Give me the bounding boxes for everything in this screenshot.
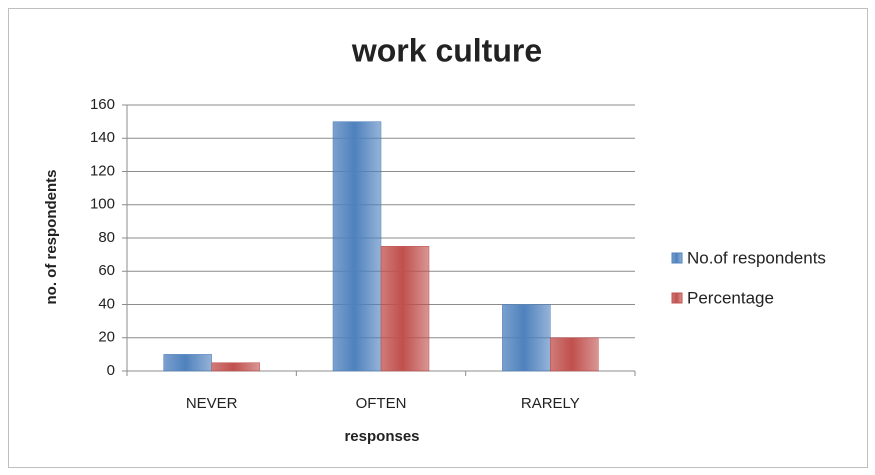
y-tick-label: 120 (90, 162, 115, 179)
chart-title: work culture (351, 32, 542, 68)
y-tick-label: 20 (98, 329, 115, 346)
y-tick-label: 100 (90, 196, 115, 213)
y-tick-label: 60 (98, 262, 115, 279)
legend-swatch (671, 252, 683, 264)
bar (502, 304, 551, 372)
x-tick-label: RARELY (521, 395, 580, 412)
x-axis-label: responses (344, 428, 419, 445)
legend-label: No.of respondents (687, 248, 826, 267)
y-tick-label: 80 (98, 229, 115, 246)
y-tick-label: 160 (90, 96, 115, 113)
legend-swatch (671, 292, 683, 304)
bar (380, 246, 430, 372)
bar (550, 337, 599, 372)
x-tick-label: OFTEN (356, 395, 407, 412)
x-tick-label: NEVER (186, 395, 238, 412)
legend-label: Percentage (687, 288, 774, 307)
bar (211, 362, 260, 372)
y-axis-label: no. of respondents (43, 170, 60, 305)
y-tick-label: 140 (90, 129, 115, 146)
y-tick-label: 0 (107, 362, 115, 379)
y-tick-label: 40 (98, 295, 115, 312)
bar (163, 354, 212, 372)
bar (332, 121, 382, 372)
